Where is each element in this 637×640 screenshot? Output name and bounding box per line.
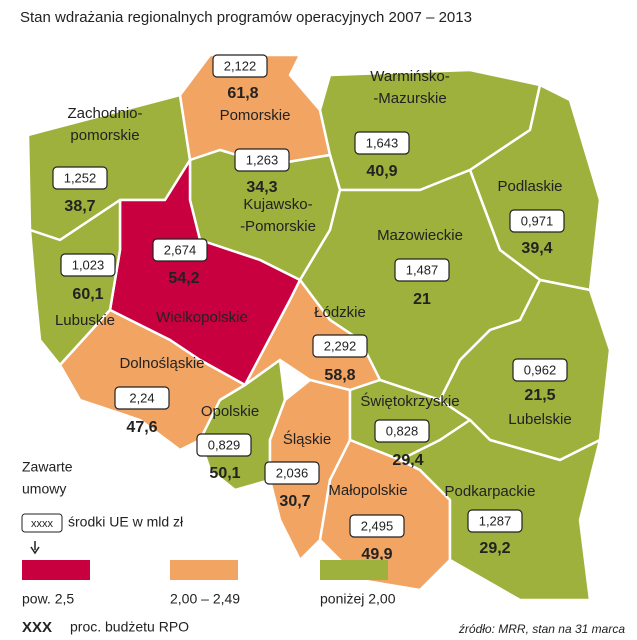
legend-class-label: 2,00 – 2,49	[170, 591, 240, 607]
funds-value: 2,122	[224, 58, 257, 73]
funds-value: 0,828	[386, 423, 419, 438]
share-value: 21	[413, 291, 431, 308]
legend: Zawarte umowy xxxx środki UE w mld zł pow. 2…	[21, 459, 396, 636]
share-value: 58,8	[324, 367, 355, 384]
map	[26, 53, 612, 602]
funds-value: 2,674	[164, 242, 197, 257]
legend-heading: Zawarte	[22, 459, 73, 475]
region-name: Łódzkie	[314, 304, 366, 321]
region-name: Kujawsko-	[243, 196, 312, 213]
funds-value: 2,495	[361, 518, 394, 533]
funds-value: 1,287	[479, 513, 512, 528]
share-value: 60,1	[72, 286, 103, 303]
region-name: Dolnośląskie	[119, 355, 204, 372]
share-value: 49,9	[361, 546, 392, 563]
share-value: 34,3	[246, 179, 277, 196]
legend-heading: umowy	[22, 481, 66, 497]
legend-share-sample: XXX	[22, 619, 52, 636]
region-name: Lubuskie	[55, 312, 115, 329]
funds-box	[394, 258, 450, 282]
region-name: Warmińsko-	[370, 68, 449, 85]
labels: Zachodnio-pomorskie 1,252 38,7 Pomorskie 2,1…	[52, 54, 572, 563]
region-name: Zachodnio-	[67, 105, 142, 122]
funds-box	[196, 433, 252, 457]
legend-arrow	[30, 541, 40, 555]
region-name: Małopolskie	[328, 482, 407, 499]
funds-value: 2,036	[276, 465, 309, 480]
share-value: 61,8	[227, 85, 258, 102]
funds-value: 0,962	[524, 362, 557, 377]
funds-value: 2,24	[129, 390, 154, 405]
funds-box	[212, 54, 268, 78]
funds-box	[264, 461, 320, 485]
funds-box	[467, 509, 523, 533]
region-name: Świętokrzyskie	[360, 392, 459, 410]
funds-box	[312, 334, 368, 358]
region-name: Mazowieckie	[377, 227, 463, 244]
funds-box	[52, 166, 108, 190]
funds-value: 1,252	[64, 170, 97, 185]
funds-box	[152, 238, 208, 262]
region-name: Lubelskie	[508, 411, 571, 428]
legend-box-sample: xxxx	[31, 518, 54, 530]
legend-swatch	[170, 560, 238, 580]
share-value: 39,4	[521, 240, 552, 257]
share-value: 38,7	[64, 198, 95, 215]
legend-share-text: proc. budżetu RPO	[70, 619, 189, 635]
funds-value: 0,971	[521, 213, 554, 228]
region-name: Pomorskie	[220, 107, 291, 124]
share-value: 40,9	[366, 163, 397, 180]
funds-box	[114, 386, 170, 410]
share-value: 54,2	[168, 270, 199, 287]
funds-value: 1,487	[406, 262, 439, 277]
funds-box	[354, 131, 410, 155]
legend-class-label: poniżej 2,00	[320, 591, 396, 607]
region-name: Śląskie	[283, 430, 331, 448]
funds-box	[509, 209, 565, 233]
share-value: 47,6	[126, 419, 157, 436]
legend-class-label: pow. 2,5	[22, 591, 74, 607]
region-name: Opolskie	[201, 403, 259, 420]
funds-box	[234, 148, 290, 172]
legend-box-text: środki UE w mld zł	[68, 514, 184, 530]
region-name: Podlaskie	[497, 178, 562, 195]
region-name: pomorskie	[70, 127, 139, 144]
share-value: 29,4	[392, 452, 423, 469]
region-name: Wielkopolskie	[156, 309, 248, 326]
region-name: -Mazurskie	[373, 90, 446, 107]
funds-box	[512, 358, 568, 382]
funds-value: 1,263	[246, 152, 279, 167]
funds-box	[374, 419, 430, 443]
funds-value: 0,829	[208, 437, 241, 452]
region-name: -Pomorskie	[240, 218, 316, 235]
title: Stan wdrażania regionalnych programów op…	[20, 9, 472, 26]
funds-box	[349, 514, 405, 538]
funds-box	[60, 253, 116, 277]
legend-swatch	[320, 560, 388, 580]
share-value: 50,1	[209, 465, 240, 482]
share-value: 30,7	[279, 493, 310, 510]
legend-box	[21, 513, 63, 533]
funds-value: 2,292	[324, 338, 357, 353]
share-value: 21,5	[524, 387, 555, 404]
legend-swatch	[22, 560, 90, 580]
funds-value: 1,023	[72, 257, 105, 272]
share-value: 29,2	[479, 540, 510, 557]
funds-value: 1,643	[366, 135, 399, 150]
region-name: Podkarpackie	[445, 483, 536, 500]
source: źródło: MRR, stan na 31 marca	[458, 622, 625, 636]
